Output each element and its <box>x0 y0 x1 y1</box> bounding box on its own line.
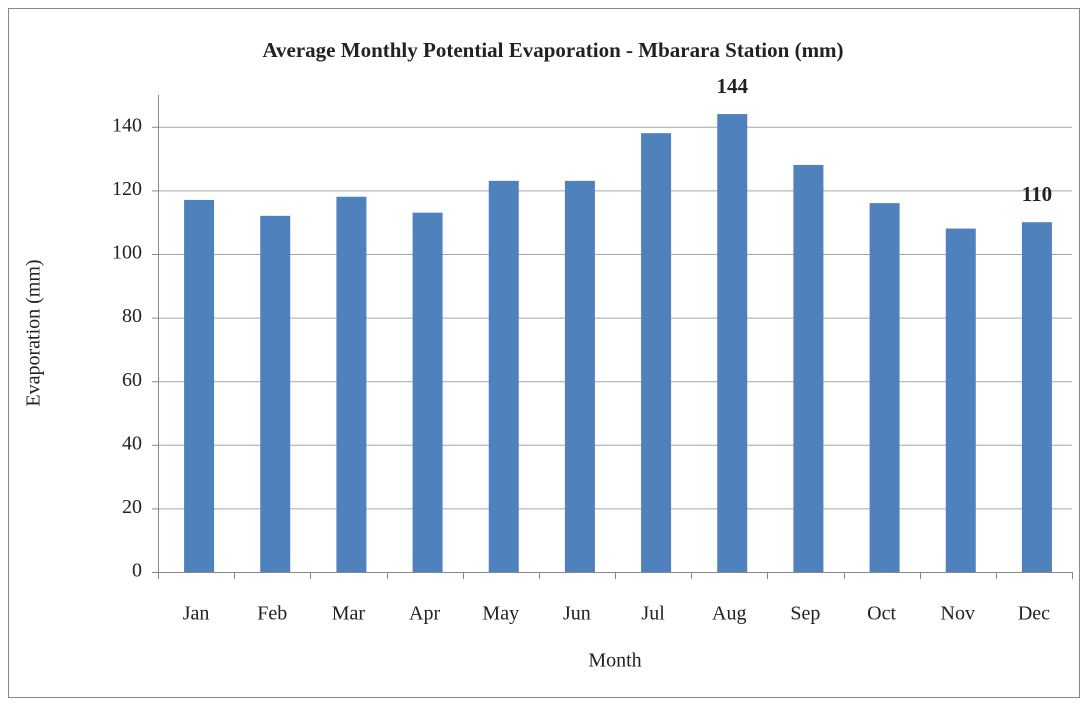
x-axis-title: Month <box>588 650 641 672</box>
x-tick-label: Jun <box>563 603 591 625</box>
bar <box>564 180 595 573</box>
data-label: 144 <box>717 74 749 98</box>
y-tick-label: 80 <box>122 305 142 327</box>
chart-frame <box>8 8 1080 698</box>
x-tick-label: Dec <box>1018 603 1050 625</box>
x-tick-label: Jan <box>183 603 210 625</box>
bar <box>717 114 748 572</box>
data-label: 110 <box>1022 182 1052 206</box>
bar <box>488 180 519 573</box>
y-tick-label: 40 <box>122 432 142 454</box>
x-tick-label: Sep <box>790 603 820 625</box>
y-tick-label: 120 <box>112 178 142 200</box>
x-tick-label: Mar <box>332 603 366 625</box>
bar <box>1021 222 1052 572</box>
x-tick-label: Feb <box>257 603 287 625</box>
bar <box>336 196 367 572</box>
y-tick-label: 60 <box>122 369 142 391</box>
bar <box>793 164 824 572</box>
y-tick-label: 100 <box>112 242 142 264</box>
bar <box>184 199 215 572</box>
bar <box>641 133 672 572</box>
bar <box>260 215 291 572</box>
x-tick-label: Nov <box>941 603 975 625</box>
chart-title: Average Monthly Potential Evaporation - … <box>262 38 843 62</box>
bar <box>945 228 976 572</box>
y-tick-label: 20 <box>122 496 142 518</box>
bar <box>412 212 443 572</box>
x-tick-label: May <box>482 603 519 625</box>
x-tick-label: Aug <box>712 603 746 625</box>
x-tick-label: Oct <box>867 603 896 625</box>
x-tick-label: Jul <box>641 603 665 625</box>
bar <box>869 203 900 572</box>
y-axis-title: Evaporation (mm) <box>23 259 45 406</box>
y-tick-label: 140 <box>112 114 142 136</box>
x-tick-label: Apr <box>409 603 440 625</box>
y-tick-label: 0 <box>132 560 142 582</box>
